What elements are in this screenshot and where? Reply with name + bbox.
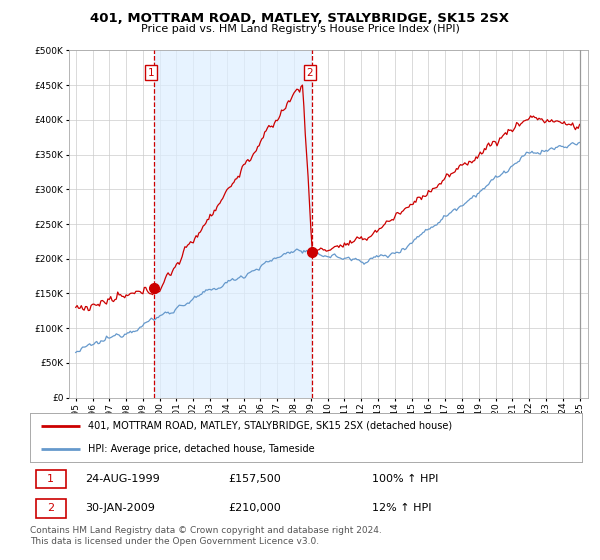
Text: 2: 2 — [47, 503, 54, 514]
Text: Price paid vs. HM Land Registry's House Price Index (HPI): Price paid vs. HM Land Registry's House … — [140, 24, 460, 34]
Text: 401, MOTTRAM ROAD, MATLEY, STALYBRIDGE, SK15 2SX (detached house): 401, MOTTRAM ROAD, MATLEY, STALYBRIDGE, … — [88, 421, 452, 431]
Text: 24-AUG-1999: 24-AUG-1999 — [85, 474, 160, 484]
Text: 2: 2 — [307, 68, 313, 78]
Text: Contains HM Land Registry data © Crown copyright and database right 2024.
This d: Contains HM Land Registry data © Crown c… — [30, 526, 382, 546]
Text: £157,500: £157,500 — [229, 474, 281, 484]
Bar — [35, 499, 66, 517]
Text: 12% ↑ HPI: 12% ↑ HPI — [372, 503, 432, 514]
Bar — [35, 469, 66, 488]
Text: £210,000: £210,000 — [229, 503, 281, 514]
Text: 401, MOTTRAM ROAD, MATLEY, STALYBRIDGE, SK15 2SX: 401, MOTTRAM ROAD, MATLEY, STALYBRIDGE, … — [91, 12, 509, 25]
Text: HPI: Average price, detached house, Tameside: HPI: Average price, detached house, Tame… — [88, 444, 314, 454]
Text: 1: 1 — [148, 68, 154, 78]
Text: 30-JAN-2009: 30-JAN-2009 — [85, 503, 155, 514]
Text: 1: 1 — [47, 474, 54, 484]
Text: 100% ↑ HPI: 100% ↑ HPI — [372, 474, 439, 484]
Bar — [154, 50, 312, 398]
